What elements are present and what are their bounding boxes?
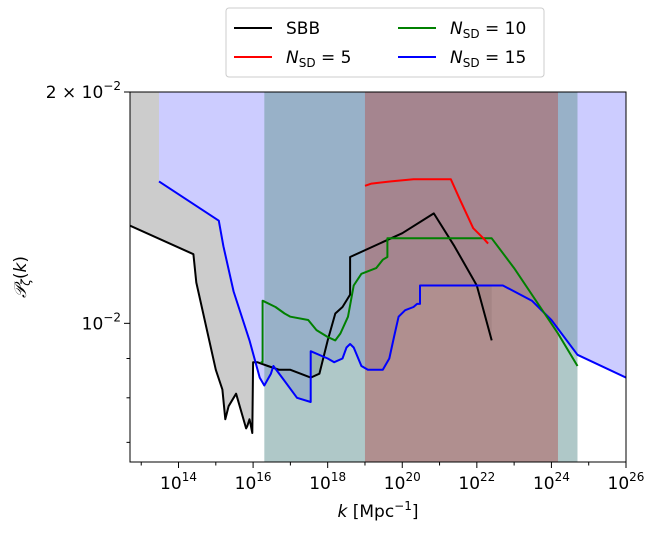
fill-regions xyxy=(130,92,626,462)
series-line-nsd-15 xyxy=(158,180,626,403)
x-tick-label: 1024 xyxy=(533,470,570,494)
series-lines xyxy=(130,178,626,434)
x-tick-label: 1016 xyxy=(235,470,272,494)
x-tick-label: 1018 xyxy=(309,470,346,494)
series-line-nsd-5 xyxy=(364,178,489,245)
fill-region-nsd-5 xyxy=(364,92,558,462)
legend-label-nsd-10: NSD = 10 xyxy=(450,19,526,41)
legend: SBB NSD = 5 NSD = 10 NSD = 15 xyxy=(225,7,545,78)
x-tick-label: 1026 xyxy=(608,470,645,494)
x-tick-label: 1014 xyxy=(160,470,197,494)
y-axis-label: 𝒫ζ(k) xyxy=(11,256,33,298)
plot-frame xyxy=(129,91,627,463)
legend-label-sbb: SBB xyxy=(286,19,320,39)
legend-label-nsd-15: NSD = 15 xyxy=(450,48,526,70)
series-line-sbb xyxy=(130,212,493,434)
x-axis-label: k [Mpc−1] xyxy=(337,499,418,522)
x-tick-label: 1022 xyxy=(458,470,495,494)
x-tick-label: 1020 xyxy=(384,470,421,494)
series-line-nsd-10 xyxy=(260,237,579,367)
legend-label-nsd-5: NSD = 5 xyxy=(286,48,351,70)
y-tick-label: 10−2 xyxy=(82,310,121,334)
legend-box xyxy=(225,7,545,78)
x-axis: 1014 1016 1018 1020 1022 1024 1026 xyxy=(140,462,645,494)
y-axis: 10−2 2 × 10−2 xyxy=(46,79,130,443)
y-tick-label: 2 × 10−2 xyxy=(46,79,121,103)
